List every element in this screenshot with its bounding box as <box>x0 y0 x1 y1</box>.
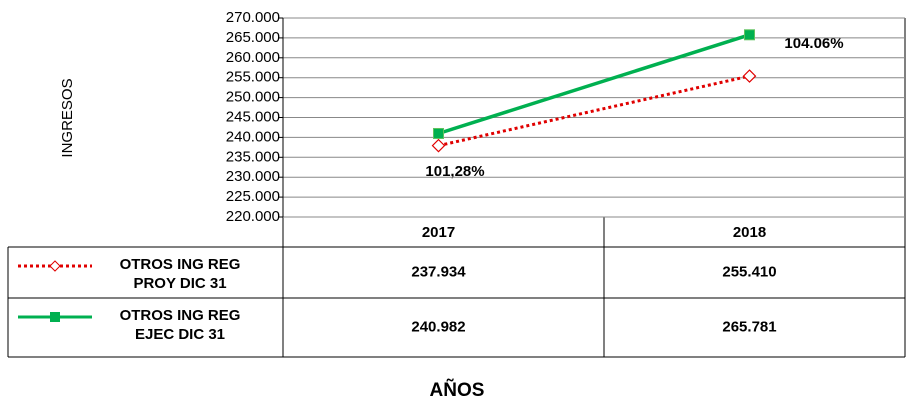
x-tick-label: 2017 <box>422 224 455 241</box>
table-value: 255.410 <box>722 263 776 280</box>
x-axis-label: AÑOS <box>430 379 485 401</box>
y-tick-label: 270.000 <box>226 9 280 26</box>
legend-label: OTROS ING REG EJEC DIC 31 <box>119 307 241 343</box>
marker <box>433 127 444 139</box>
marker <box>431 138 446 153</box>
annotation: 101,28% <box>425 163 484 180</box>
y-tick-label: 230.000 <box>226 168 280 185</box>
table-value: 237.934 <box>411 263 466 280</box>
y-tick-label: 260.000 <box>226 49 280 66</box>
table-value: 240.982 <box>411 318 465 335</box>
y-tick-label: 240.000 <box>226 128 280 145</box>
series-line <box>437 33 751 136</box>
marker <box>742 69 757 83</box>
y-tick-label: 220.000 <box>226 208 280 225</box>
y-tick-label: 225.000 <box>226 188 280 205</box>
legend-marker <box>49 260 61 272</box>
table-value: 265.781 <box>722 318 776 335</box>
marker <box>744 29 755 41</box>
y-tick-label: 250.000 <box>226 89 280 106</box>
x-tick-label: 2018 <box>733 224 766 241</box>
legend-label: OTROS ING REG PROY DIC 31 <box>119 256 241 292</box>
series-line <box>438 74 750 148</box>
y-axis-label: INGRESOS <box>59 78 76 157</box>
legend-label-box: OTROS ING REG EJEC DIC 31 <box>119 307 241 343</box>
legend-marker <box>50 312 60 322</box>
legend-label-box: OTROS ING REG PROY DIC 31 <box>119 256 241 292</box>
y-tick-label: 235.000 <box>226 148 280 165</box>
y-tick-label: 255.000 <box>226 69 280 86</box>
y-tick-label: 265.000 <box>226 29 280 46</box>
annotation: 104.06% <box>784 35 843 52</box>
y-tick-label: 245.000 <box>226 108 280 125</box>
